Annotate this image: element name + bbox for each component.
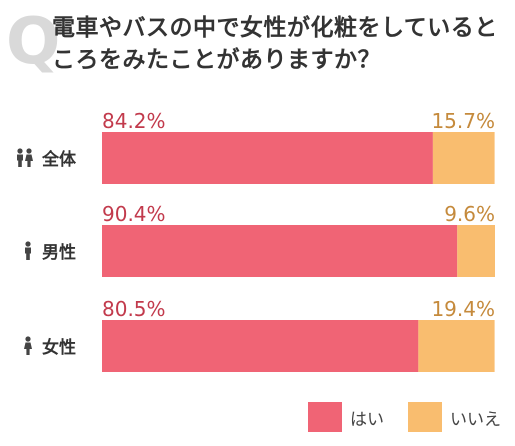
question-mark-icon: Q (6, 5, 61, 79)
couple-icon (17, 148, 33, 167)
female-icon (24, 336, 32, 355)
value-label-yes-2: 80.5% (102, 297, 166, 321)
bar-no-0 (432, 132, 495, 184)
legend-swatch-no (408, 402, 442, 432)
bar-yes-0 (102, 132, 433, 184)
value-label-no-2: 19.4% (431, 297, 495, 321)
legend-swatch-yes (308, 402, 342, 432)
question-title: 電車やバスの中で女性が化粧をしているところをみたことがありますか？ (52, 15, 498, 73)
category-label-1: 男性 (42, 242, 76, 263)
legend-label-yes: はい (350, 409, 384, 430)
bar-no-2 (418, 320, 495, 372)
legend: はい いいえ (284, 402, 501, 432)
bar-yes-2 (102, 320, 419, 372)
legend-item-no: いいえ (408, 402, 501, 432)
value-label-no-1: 9.6% (444, 202, 495, 226)
category-label-2: 女性 (42, 337, 76, 358)
legend-item-yes: はい (308, 402, 384, 432)
bar-yes-1 (102, 225, 458, 277)
male-icon (25, 241, 31, 260)
bar-no-1 (457, 225, 495, 277)
value-label-yes-0: 84.2% (102, 109, 166, 133)
value-label-yes-1: 90.4% (102, 202, 166, 226)
category-label-0: 全体 (41, 149, 77, 170)
value-label-no-0: 15.7% (431, 109, 495, 133)
legend-label-no: いいえ (450, 409, 501, 430)
